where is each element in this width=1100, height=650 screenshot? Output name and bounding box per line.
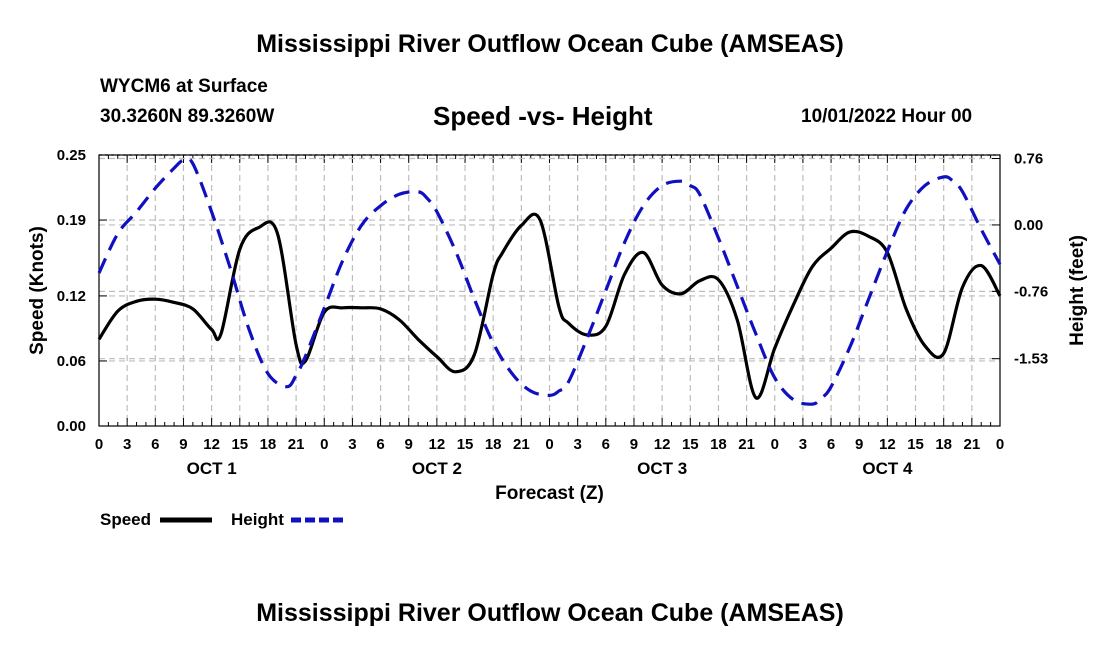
x-tick-label: 15 [682,436,699,453]
right-y-tick-label: -0.76 [1014,283,1048,300]
x-tick-label: 12 [203,436,220,453]
x-tick-label: 15 [907,436,924,453]
x-tick-label: 6 [602,436,610,453]
x-tick-label: 21 [288,436,305,453]
x-tick-label: 0 [771,436,779,453]
x-tick-label: 12 [429,436,446,453]
x-tick-label: 15 [231,436,248,453]
chart-subtitle: Speed -vs- Height [433,101,653,131]
main-title: Mississippi River Outflow Ocean Cube (AM… [256,30,844,58]
chart: 0 3 6 9 12 15 18 21 0 3 6 9 12 15 18 21 0 3 6 9 12 15 18 21 0 3 6 9… [27,147,1088,529]
x-tick-label: 18 [935,436,952,453]
left-y-tick-label: 0.12 [57,288,86,305]
x-tick-label: 9 [630,436,638,453]
x-tick-label: 21 [738,436,755,453]
x-tick-label: 18 [485,436,502,453]
day-label: OCT 3 [637,459,687,478]
series-line-height [97,156,1002,406]
legend-label-speed: Speed [100,510,151,529]
right-axis-title: Height (feet) [1067,235,1088,346]
x-tick-label: 21 [964,436,981,453]
datetime-label: 10/01/2022 Hour 00 [801,106,973,127]
x-axis-title: Forecast (Z) [495,483,604,504]
x-tick-label: 3 [123,436,131,453]
x-tick-label: 0 [996,436,1004,453]
x-tick-label: 0 [545,436,553,453]
main-title-repeat: Mississippi River Outflow Ocean Cube (AM… [256,599,844,627]
x-tick-label: 12 [879,436,896,453]
x-tick-label: 0 [320,436,328,453]
x-tick-label: 6 [151,436,159,453]
day-label: OCT 4 [862,459,913,478]
x-tick-label: 9 [179,436,187,453]
day-label: OCT 2 [412,459,462,478]
x-tick-label: 18 [260,436,277,453]
legend-label-height: Height [231,510,284,529]
x-tick-label: 9 [855,436,863,453]
x-tick-label: 15 [457,436,474,453]
left-y-tick-label: 0.00 [57,418,86,435]
left-y-tick-label: 0.19 [57,212,86,229]
x-tick-label: 3 [799,436,807,453]
x-tick-label: 12 [654,436,671,453]
x-tick-label: 0 [95,436,103,453]
x-tick-label: 3 [573,436,581,453]
right-y-tick-label: -1.53 [1014,351,1048,368]
day-label: OCT 1 [187,459,237,478]
left-y-tick-label: 0.06 [57,353,86,370]
x-tick-label: 6 [376,436,384,453]
left-y-tick-label: 0.25 [57,147,86,164]
right-y-tick-label: 0.76 [1014,150,1043,167]
series-line-speed [97,212,1002,400]
station-label: WYCM6 at Surface [100,76,268,97]
left-axis-title: Speed (Knots) [27,226,48,355]
x-tick-label: 9 [405,436,413,453]
x-tick-label: 3 [348,436,356,453]
right-y-tick-label: 0.00 [1014,217,1043,234]
x-tick-label: 21 [513,436,530,453]
x-tick-label: 6 [827,436,835,453]
coordinates-label: 30.3260N 89.3260W [100,106,275,127]
x-tick-label: 18 [710,436,727,453]
